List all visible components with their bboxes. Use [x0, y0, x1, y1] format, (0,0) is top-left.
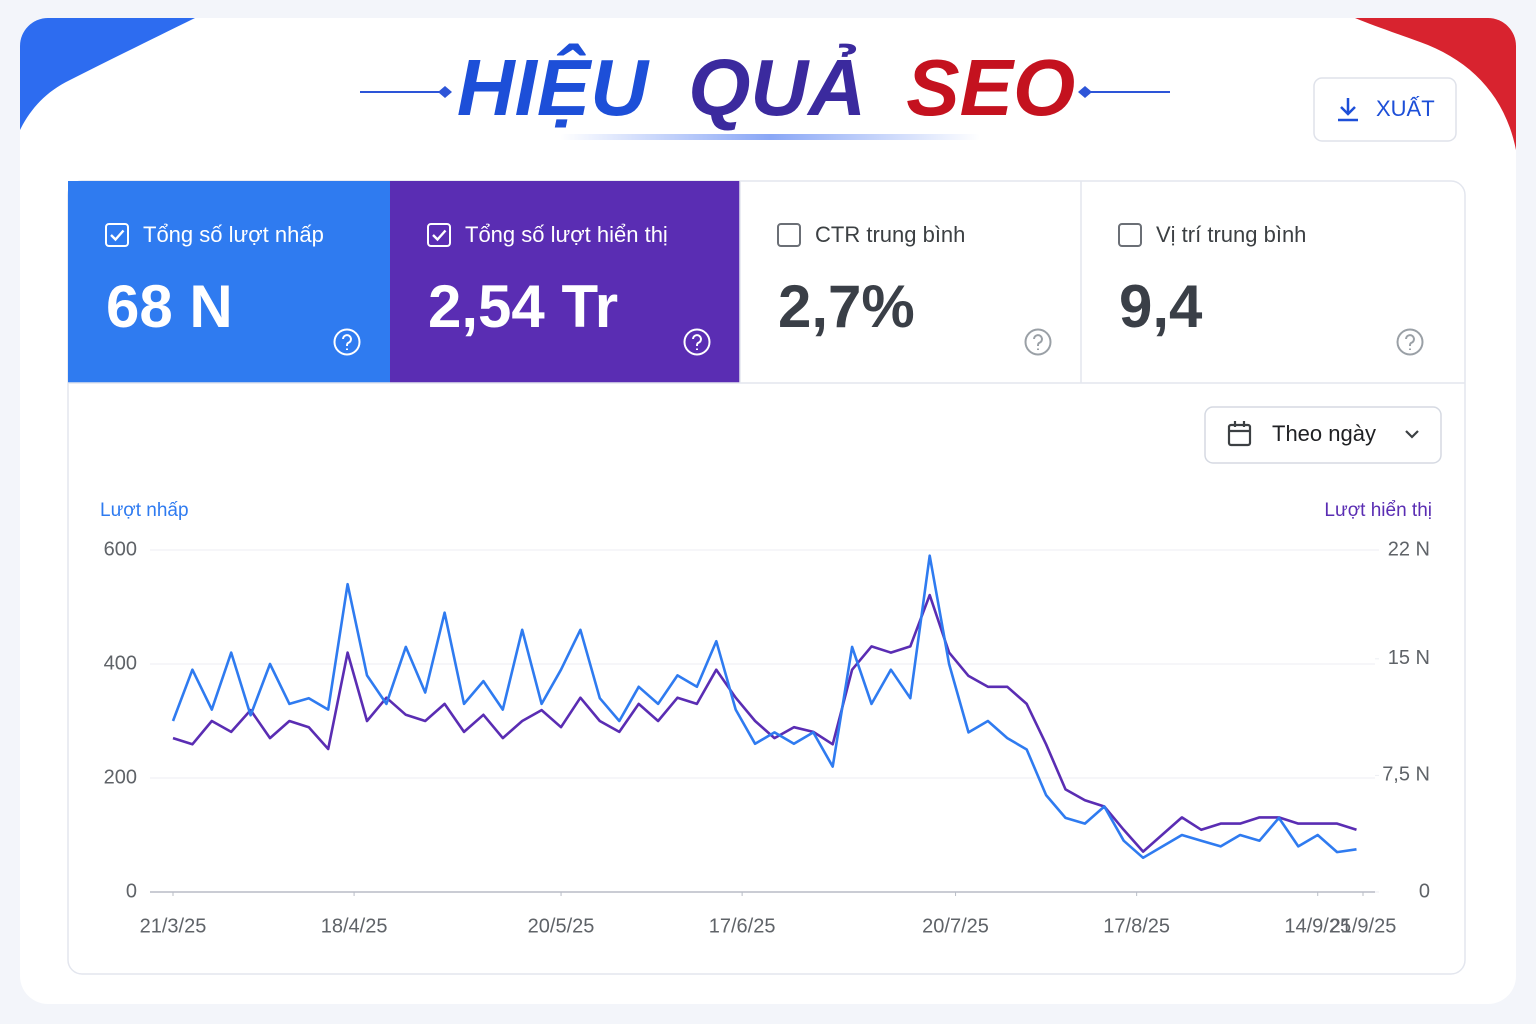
x-tick-label: 17/8/25 [1103, 915, 1170, 937]
axis-title: Lượt nhấp [100, 500, 189, 521]
title-word: QUẢ [688, 43, 866, 132]
help-icon [333, 328, 361, 356]
metric-value: 2,7% [778, 273, 915, 340]
checkmark [110, 229, 125, 242]
granularity-select[interactable]: Theo ngày [1204, 406, 1442, 464]
y2-tick-label: 15 N [1388, 647, 1430, 669]
help-icon [342, 334, 352, 350]
help-icon [1405, 334, 1415, 350]
title-word: SEO [906, 43, 1075, 132]
y-tick-label: 600 [104, 538, 137, 560]
corner-blue [20, 18, 195, 130]
page-title: HIỆU QUẢ SEO [457, 43, 1075, 132]
metric-label: Tổng số lượt nhấp [143, 222, 324, 247]
download-icon [1338, 98, 1358, 122]
x-tick-label: 20/7/25 [922, 915, 989, 937]
metric-label: Tổng số lượt hiển thị [465, 222, 668, 247]
metric-label: Vị trí trung bình [1156, 222, 1306, 247]
metric-label: CTR trung bình [815, 222, 965, 247]
select-box[interactable] [1204, 406, 1442, 464]
x-tick-label: 21/3/25 [140, 915, 207, 937]
decor [20, 18, 1516, 150]
select-label[interactable]: Theo ngày [1272, 421, 1376, 446]
y-tick-label: 200 [104, 766, 137, 788]
help-icon [692, 334, 702, 350]
metric-card[interactable]: Vị trí trung bình 9,4 [1080, 181, 1424, 383]
metric-card[interactable]: Tổng số lượt nhấp 68 N [68, 181, 390, 383]
y-tick-label: 0 [126, 880, 137, 902]
calendar-icon [1229, 421, 1250, 433]
metric-value: 9,4 [1119, 273, 1203, 340]
x-tick-label: 17/6/25 [709, 915, 776, 937]
checkbox[interactable] [105, 223, 129, 247]
y2-tick-label: 22 N [1388, 538, 1430, 560]
checkmark [432, 229, 447, 242]
x-tick-label: 21/9/25 [1330, 915, 1397, 937]
series-line [171, 554, 1357, 860]
metric-card-bg[interactable] [390, 181, 740, 383]
series-line [172, 593, 1357, 853]
metric-value: 68 N [106, 273, 233, 340]
title-diamond [1078, 86, 1092, 98]
x-tick-label: 18/4/25 [321, 915, 388, 937]
checkbox[interactable] [777, 223, 801, 247]
export-label[interactable]: XUẤT [1376, 96, 1435, 121]
checkbox[interactable] [427, 223, 451, 247]
x-tick-label: 20/5/25 [528, 915, 595, 937]
title-glow [560, 134, 980, 140]
metric-card[interactable]: Tổng số lượt hiển thị 2,54 Tr [390, 181, 740, 383]
corner-red [1355, 18, 1516, 150]
metric-card[interactable]: CTR trung bình 2,7% [739, 181, 1052, 383]
export-button-box[interactable] [1313, 77, 1457, 142]
help-icon [683, 328, 711, 356]
y2-tick-label: 7,5 N [1382, 764, 1430, 786]
chevron [1405, 430, 1419, 439]
checkbox[interactable] [1118, 223, 1142, 247]
y2-tick-label: 0 [1419, 880, 1430, 902]
title-diamond [438, 86, 452, 98]
help-icon [1024, 328, 1052, 356]
x-tick-label: 14/9/25 [1284, 915, 1351, 937]
help-icon [1033, 334, 1043, 350]
axis-title: Lượt hiển thị [1324, 500, 1432, 521]
calendar-icon [1227, 423, 1252, 447]
help-icon [1396, 328, 1424, 356]
metric-value: 2,54 Tr [428, 273, 618, 340]
y-tick-label: 400 [104, 652, 137, 674]
title-word: HIỆU [457, 43, 650, 132]
export-button[interactable]: XUẤT [1313, 77, 1457, 142]
